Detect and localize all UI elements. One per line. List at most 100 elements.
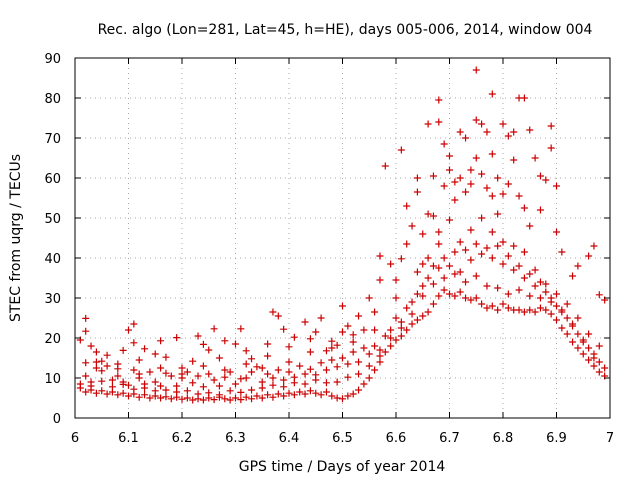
- data-point: [114, 391, 122, 399]
- data-point: [558, 248, 566, 256]
- data-point: [387, 260, 395, 268]
- data-point: [408, 222, 416, 230]
- data-point: [462, 278, 470, 286]
- data-point: [462, 188, 470, 196]
- data-point: [510, 242, 518, 250]
- data-point: [274, 366, 282, 374]
- data-point: [569, 338, 577, 346]
- data-point: [119, 346, 127, 354]
- data-point: [264, 340, 272, 348]
- data-point: [424, 308, 432, 316]
- data-point: [355, 358, 363, 366]
- data-point: [424, 120, 432, 128]
- data-point: [183, 394, 191, 402]
- data-point: [151, 350, 159, 358]
- data-point: [205, 346, 213, 354]
- data-point: [387, 342, 395, 350]
- data-point: [151, 378, 159, 386]
- data-point: [478, 300, 486, 308]
- data-point: [221, 337, 229, 345]
- data-point: [424, 274, 432, 282]
- data-point: [429, 212, 437, 220]
- data-point: [424, 254, 432, 262]
- data-point: [98, 357, 106, 365]
- data-point: [440, 140, 448, 148]
- data-point: [456, 174, 464, 182]
- data-point: [504, 252, 512, 260]
- data-point: [488, 90, 496, 98]
- data-point: [456, 128, 464, 136]
- data-point: [504, 304, 512, 312]
- data-point: [151, 387, 159, 395]
- data-point: [569, 272, 577, 280]
- data-point: [483, 304, 491, 312]
- data-point: [585, 330, 593, 338]
- data-point: [189, 357, 197, 365]
- data-point: [499, 120, 507, 128]
- data-point: [130, 339, 138, 347]
- data-point: [301, 390, 309, 398]
- data-point: [194, 332, 202, 340]
- data-point: [397, 332, 405, 340]
- data-point: [264, 370, 272, 378]
- data-point: [98, 367, 106, 375]
- data-point: [531, 154, 539, 162]
- x-tick-label: 6.1: [118, 431, 139, 446]
- data-point: [526, 126, 534, 134]
- data-point: [199, 362, 207, 370]
- data-point: [199, 340, 207, 348]
- data-point: [248, 355, 256, 363]
- x-tick-labels: 6 6.1 6.2 6.3 6.4 6.5 6.6 6.7 6.8 6.9 7: [71, 431, 614, 446]
- data-point: [435, 264, 443, 272]
- data-point: [226, 387, 234, 395]
- data-point: [542, 306, 550, 314]
- data-point: [264, 391, 272, 399]
- data-point: [82, 327, 90, 335]
- data-point: [446, 216, 453, 224]
- y-tick-labels: 0 10 20 30 40 50 60 70 80 90: [44, 52, 61, 427]
- x-tick-label: 6.5: [332, 431, 353, 446]
- data-point: [413, 174, 421, 182]
- data-point: [547, 298, 555, 306]
- data-point: [419, 312, 427, 320]
- data-point: [205, 370, 213, 378]
- data-point: [483, 128, 491, 136]
- data-point: [472, 116, 480, 124]
- data-point: [462, 246, 470, 254]
- data-point: [248, 395, 256, 403]
- data-point: [419, 230, 427, 238]
- data-point: [125, 381, 132, 389]
- data-point: [371, 308, 379, 316]
- data-point: [339, 302, 346, 310]
- data-point: [488, 192, 496, 200]
- chart-title: Rec. algo (Lon=281, Lat=45, h=HE), days …: [98, 22, 593, 38]
- data-point: [504, 180, 512, 188]
- data-point: [141, 391, 149, 399]
- data-point: [349, 348, 357, 356]
- data-point: [494, 210, 502, 218]
- data-point: [274, 390, 282, 398]
- data-point: [301, 370, 309, 378]
- data-point: [232, 380, 239, 388]
- data-point: [328, 356, 336, 364]
- data-point: [167, 395, 175, 403]
- data-point: [339, 328, 346, 336]
- y-tick-label: 60: [44, 172, 61, 187]
- data-point: [264, 352, 272, 360]
- data-point: [189, 396, 197, 404]
- x-tick-label: 6.3: [225, 431, 246, 446]
- data-point: [189, 379, 197, 387]
- data-point: [435, 96, 443, 104]
- data-point: [499, 238, 507, 246]
- data-point: [456, 238, 464, 246]
- data-point: [574, 344, 582, 352]
- x-tick-label: 6.4: [279, 431, 300, 446]
- data-point: [108, 376, 116, 384]
- data-point: [553, 302, 560, 310]
- data-point: [328, 344, 336, 352]
- data-point: [237, 396, 245, 404]
- data-point: [435, 292, 443, 300]
- data-point: [146, 394, 154, 402]
- data-point: [103, 390, 111, 398]
